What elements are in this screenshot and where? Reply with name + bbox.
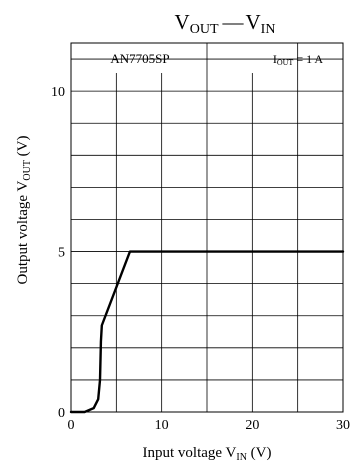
device-label: AN7705SP — [110, 51, 169, 66]
x-tick-label: 20 — [245, 418, 259, 433]
grid — [71, 43, 343, 412]
x-tick-label: 0 — [68, 418, 75, 433]
condition-label: IOUT = 1 A — [273, 52, 324, 67]
y-tick-labels: 0 5 10 — [51, 85, 65, 421]
x-tick-label: 10 — [155, 418, 169, 433]
y-axis-label: Output voltage VOUT (V) — [15, 135, 33, 284]
series-line — [69, 250, 345, 414]
plot-frame — [70, 42, 344, 413]
chart-title: VOUT —VIN — [175, 10, 276, 37]
y-tick-label: 5 — [58, 246, 65, 261]
x-axis-label: Input voltage VIN (V) — [142, 445, 271, 463]
y-tick-label: 10 — [51, 85, 65, 100]
x-tick-labels: 0 10 20 30 — [68, 418, 351, 433]
y-tick-label: 0 — [58, 406, 65, 421]
x-tick-label: 30 — [336, 418, 350, 433]
